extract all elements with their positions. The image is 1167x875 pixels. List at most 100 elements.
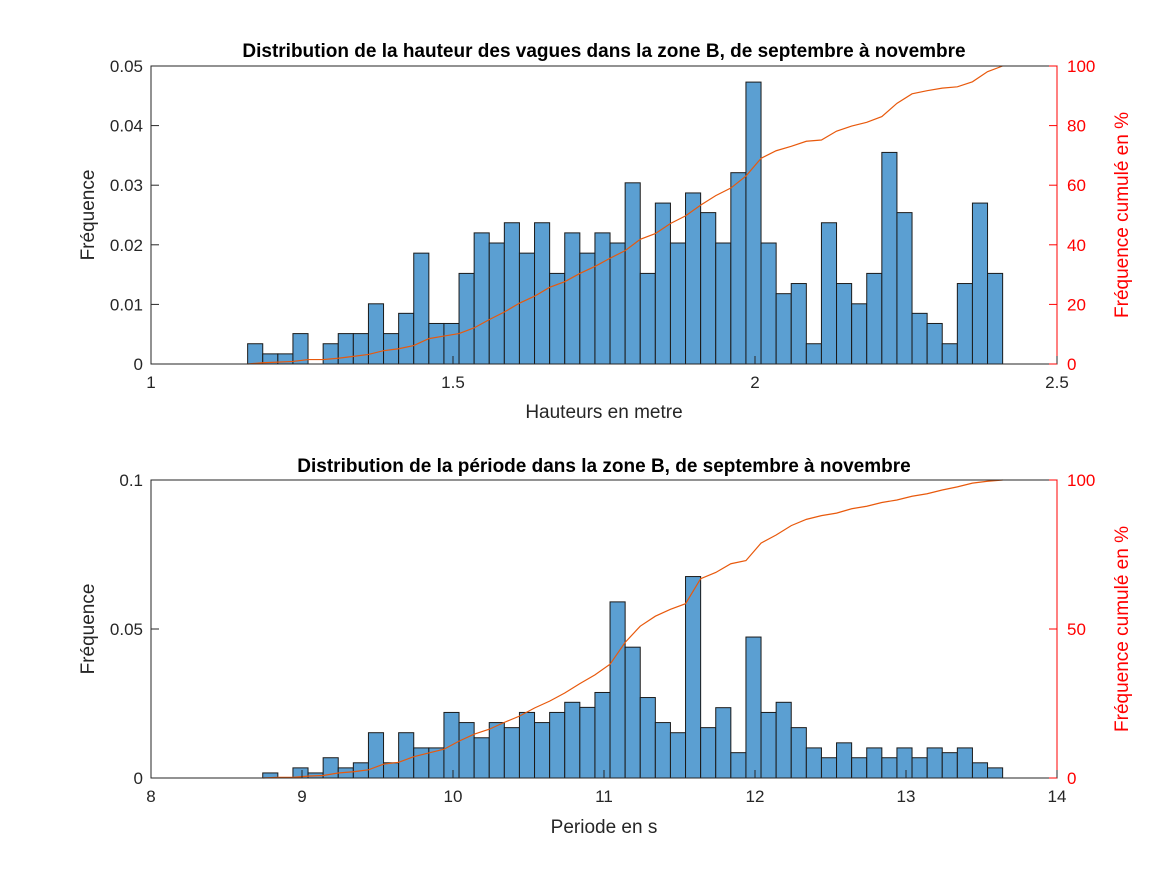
- y-tick-label: 0.04: [110, 117, 143, 136]
- histogram-bar: [413, 747, 430, 779]
- y-right-tick-label: 100: [1067, 57, 1095, 76]
- histogram-bar: [443, 322, 460, 365]
- histogram-bar: [534, 222, 551, 365]
- histogram-bar: [669, 732, 687, 779]
- chart-period: Distribution de la période dans la zone …: [78, 456, 1133, 838]
- y-ticks-right: 0 50 100: [1049, 471, 1095, 788]
- histogram-bar: [790, 727, 807, 779]
- histogram-bar: [775, 701, 792, 779]
- histogram-bar: [700, 727, 717, 779]
- bars: [262, 576, 1004, 779]
- histogram-bar: [805, 747, 822, 779]
- y-axis-label-right: Fréquence cumulé en %: [1112, 526, 1133, 732]
- histogram-bar: [987, 767, 1004, 779]
- histogram-bar: [971, 762, 989, 779]
- x-tick-label: 12: [746, 787, 765, 806]
- histogram-bar: [488, 722, 505, 779]
- histogram-bar: [911, 312, 928, 365]
- histogram-bar: [685, 576, 702, 779]
- x-tick-label: 2: [750, 373, 759, 392]
- histogram-bar: [956, 747, 973, 779]
- histogram-bar: [956, 283, 973, 365]
- histogram-bar: [352, 333, 369, 365]
- histogram-bar: [594, 232, 611, 365]
- histogram-bar: [322, 343, 339, 365]
- histogram-bar: [549, 711, 566, 779]
- histogram-bar: [760, 242, 777, 365]
- histogram-bar: [851, 303, 868, 365]
- x-tick-label: 9: [297, 787, 306, 806]
- y-right-tick-label: 100: [1067, 471, 1095, 490]
- x-tick-label: 1: [146, 373, 155, 392]
- histogram-bar: [760, 711, 777, 779]
- x-tick-label: 8: [146, 787, 155, 806]
- chart-wave-height: Distribution de la hauteur des vagues da…: [78, 41, 1133, 423]
- histogram-bar: [745, 81, 762, 365]
- histogram-bar: [458, 272, 475, 365]
- y-right-tick-label: 50: [1067, 620, 1086, 639]
- histogram-bar: [247, 343, 264, 365]
- histogram-bar: [836, 283, 853, 365]
- x-tick-label: 11: [595, 787, 613, 806]
- histogram-bar: [624, 182, 641, 365]
- histogram-bar: [428, 322, 445, 365]
- histogram-bar: [941, 343, 958, 365]
- x-tick-label: 1.5: [441, 373, 465, 392]
- histogram-bar: [790, 283, 807, 365]
- histogram-bar: [700, 212, 717, 365]
- histogram-bar: [518, 252, 536, 365]
- histogram-bar: [473, 737, 490, 779]
- histogram-bar: [564, 232, 581, 365]
- histogram-bar: [820, 222, 838, 365]
- histogram-bar: [503, 222, 520, 365]
- histogram-bar: [367, 732, 385, 779]
- histogram-bar: [730, 752, 747, 779]
- y-axis-label: Fréquence: [78, 584, 99, 675]
- y-tick-label: 0.01: [110, 295, 143, 314]
- y-axis-label: Fréquence: [78, 170, 99, 261]
- histogram-bar: [730, 172, 747, 365]
- histogram-bar: [654, 722, 671, 779]
- histogram-bar: [941, 752, 958, 779]
- x-ticks: 8 9 10 11 12 13 14: [146, 770, 1066, 806]
- histogram-bar: [685, 192, 702, 365]
- histogram-bar: [866, 272, 883, 365]
- y-tick-label: 0.03: [110, 176, 143, 195]
- histogram-bar: [503, 727, 520, 779]
- histogram-bar: [987, 272, 1004, 365]
- y-tick-label: 0.02: [110, 236, 143, 255]
- y-ticks: 0 0.05 0.1: [110, 471, 159, 788]
- y-right-tick-label: 80: [1067, 117, 1086, 136]
- x-axis-label: Hauteurs en metre: [525, 402, 682, 423]
- histogram-bar: [896, 212, 913, 365]
- cumulative-line: [247, 65, 1003, 365]
- histogram-bar: [383, 762, 400, 779]
- y-tick-label: 0.05: [110, 57, 143, 76]
- histogram-bar: [564, 701, 581, 779]
- histogram-bar: [458, 722, 475, 779]
- histogram-bar: [911, 757, 928, 779]
- x-tick-label: 13: [897, 787, 916, 806]
- histogram-bar: [715, 242, 732, 365]
- x-tick-label: 10: [444, 787, 463, 806]
- histogram-bar: [639, 697, 656, 779]
- histogram-bar: [896, 747, 913, 779]
- y-ticks-right: 0 20 40 60 80 100: [1049, 57, 1095, 374]
- x-ticks: 1 1.5 2 2.5: [146, 356, 1069, 392]
- x-axis-label: Periode en s: [551, 817, 658, 838]
- histogram-bar: [579, 706, 596, 779]
- y-tick-label: 0: [134, 769, 143, 788]
- chart-title: Distribution de la période dans la zone …: [297, 456, 910, 477]
- histogram-bar: [820, 757, 838, 779]
- y-tick-label: 0.1: [119, 471, 143, 490]
- histogram-bar: [413, 252, 430, 365]
- y-axis-label-right: Fréquence cumulé en %: [1112, 112, 1133, 318]
- histogram-bar: [518, 711, 536, 779]
- histogram-bar: [669, 242, 687, 365]
- histogram-bar: [971, 202, 989, 365]
- histogram-bar: [805, 343, 822, 365]
- y-right-tick-label: 0: [1067, 355, 1076, 374]
- y-tick-label: 0.05: [110, 620, 143, 639]
- histogram-bar: [488, 242, 505, 365]
- bars: [247, 81, 1004, 365]
